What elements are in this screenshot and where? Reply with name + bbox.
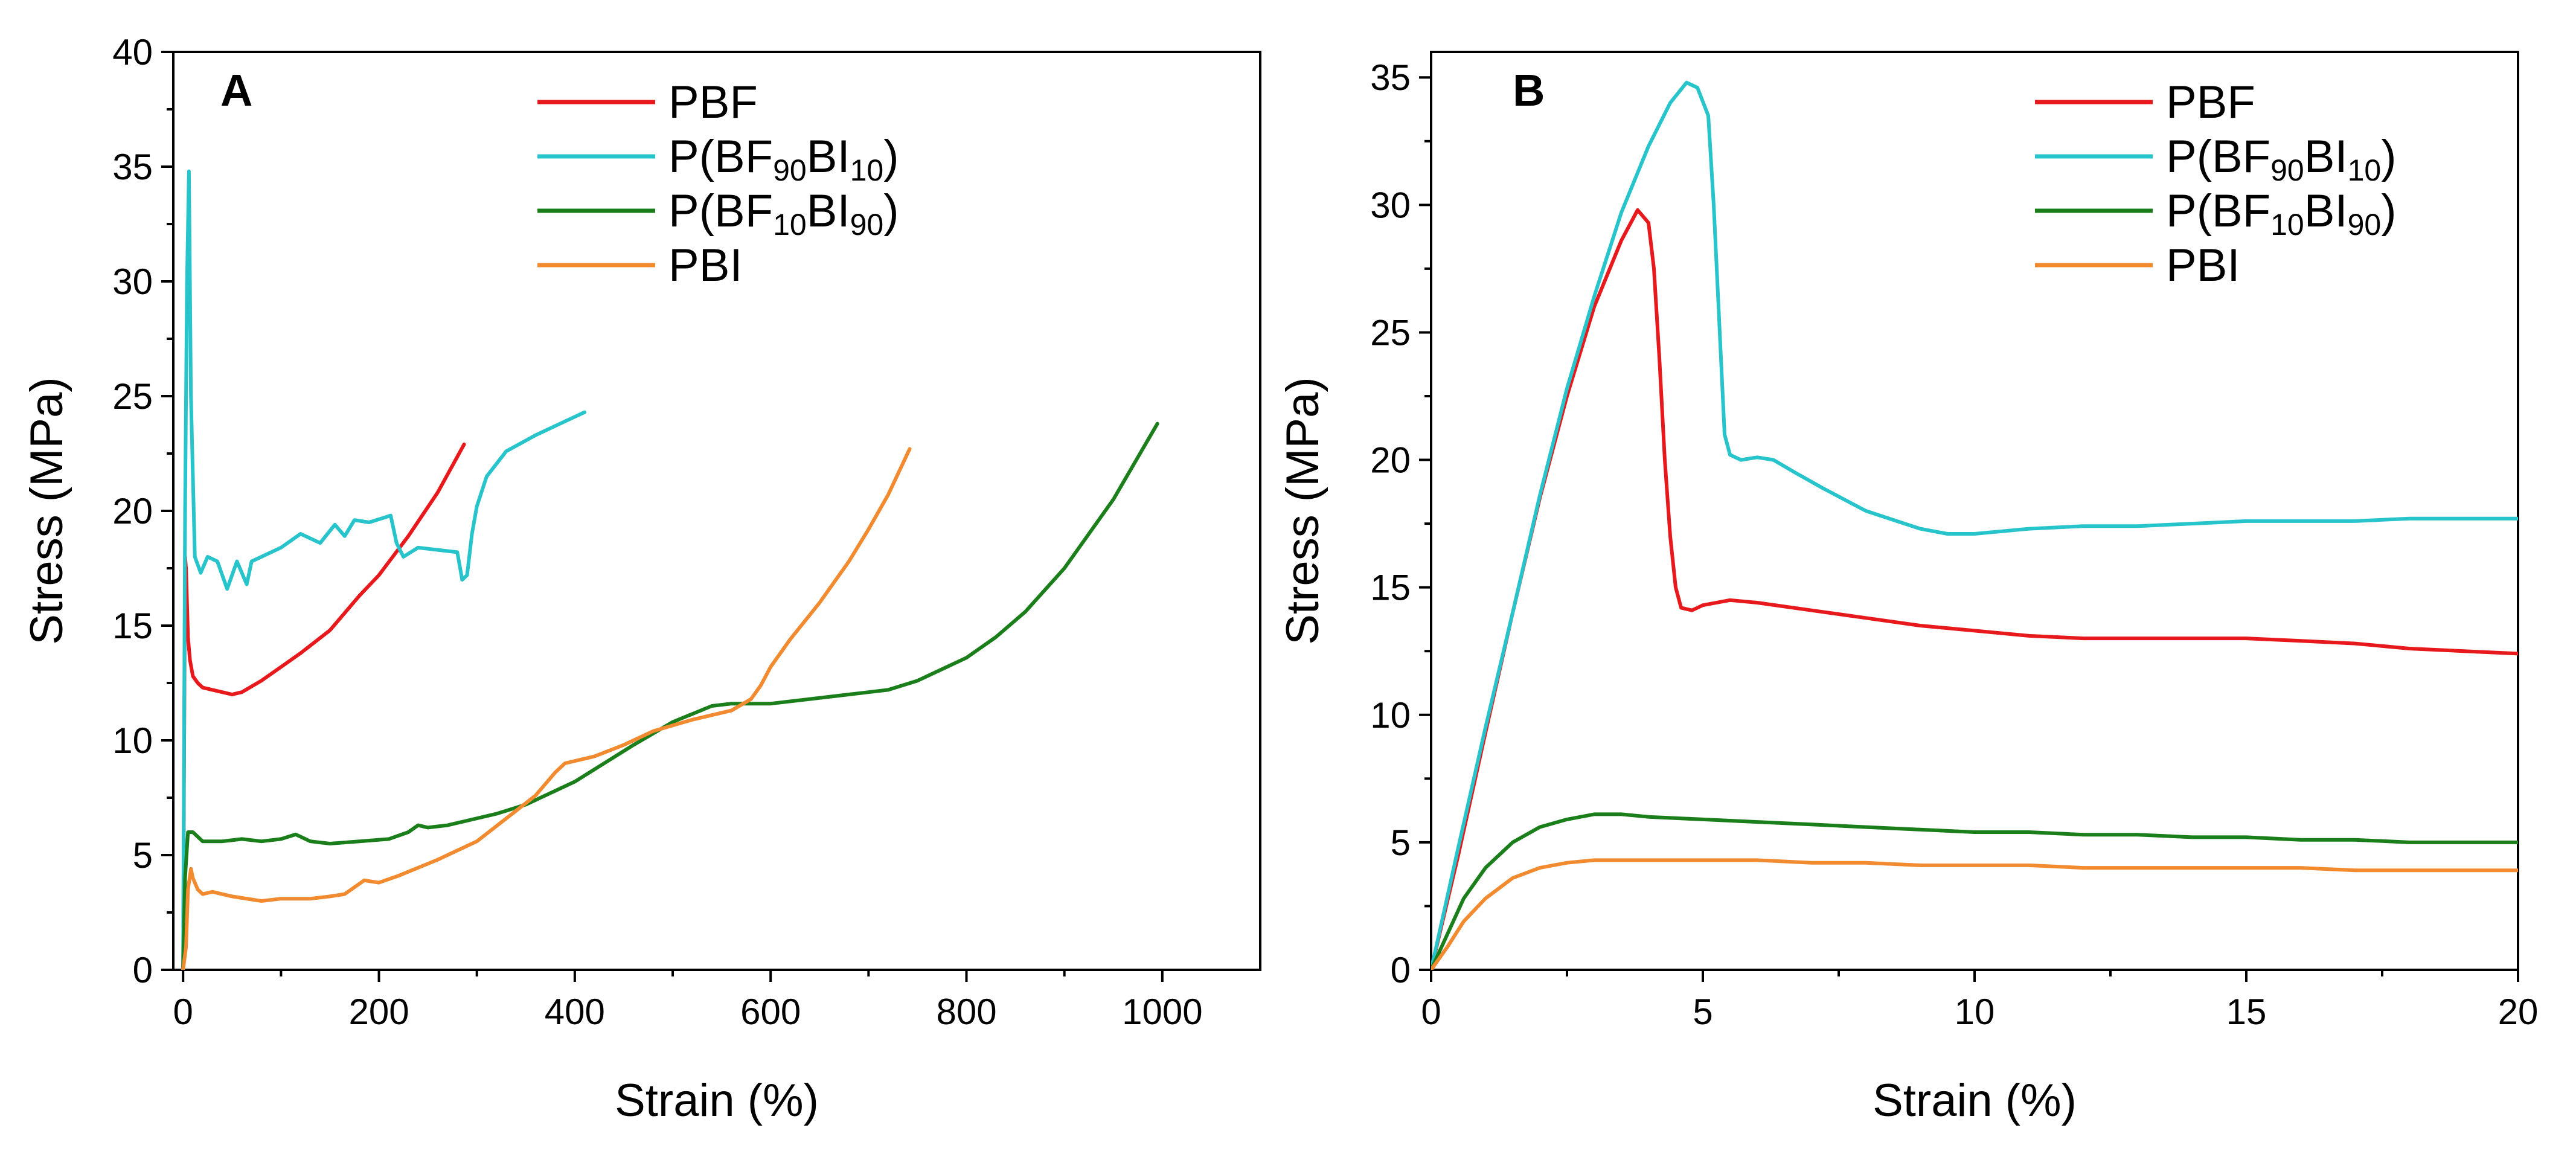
panel-a-letter: A <box>220 65 252 115</box>
panel-a-y-tick-label: 40 <box>112 32 153 72</box>
panel-a-x-axis-title: Strain (%) <box>615 1075 819 1126</box>
panel-a-y-tick-label: 10 <box>112 720 153 761</box>
panel-b-x-tick-label: 20 <box>2498 992 2539 1032</box>
panel-a-x-tick-label: 400 <box>545 992 605 1032</box>
panel-b-y-tick-label: 35 <box>1370 57 1411 98</box>
panel-b-y-tick-label: 0 <box>1391 950 1411 990</box>
panel-b-y-tick-label: 5 <box>1391 822 1411 863</box>
panel-b-y-tick-label: 30 <box>1370 185 1411 225</box>
panel-b-series-line-pbi <box>1431 858 2518 970</box>
panel-b-y-tick-label: 20 <box>1370 440 1411 481</box>
panel-a-series-line-pbf <box>181 442 466 970</box>
panel-a-x-tick-label: 200 <box>348 992 409 1032</box>
panel-a-legend-label: PBF <box>668 77 758 128</box>
panel-b-series <box>1431 80 2518 970</box>
panel-b-ticks: 0 5 10 15 20 0 5 10 15 20 25 30 35 <box>1370 57 2538 1032</box>
panel-b-x-tick-label: 5 <box>1693 992 1713 1032</box>
panel-a-y-tick-label: 35 <box>112 147 153 187</box>
panel-b-y-tick-label: 15 <box>1370 568 1411 608</box>
panel-b-series-line-p-bf10bi90 <box>1431 812 2518 970</box>
panel-b: 0 5 10 15 20 0 5 10 15 20 25 30 35 B Strain (%) Stre… <box>1277 51 2538 1126</box>
panel-b-x-tick-label: 0 <box>1421 992 1441 1032</box>
panel-a-series-line-p-bf90bi10 <box>181 169 587 970</box>
panel-a-x-tick-label: 800 <box>936 992 996 1032</box>
panel-b-y-tick-label: 10 <box>1370 695 1411 736</box>
panel-a-legend-label: P(BF10BI90) <box>668 185 899 242</box>
panel-b-legend-label: P(BF90BI10) <box>2166 131 2397 187</box>
panel-b-legend-label: P(BF10BI90) <box>2166 185 2397 242</box>
panel-a-x-tick-label: 1000 <box>1122 992 1202 1032</box>
panel-b-legend-label: PBI <box>2166 240 2240 291</box>
panel-a-y-tick-label: 30 <box>112 261 153 302</box>
panel-a-y-tick-label: 25 <box>112 376 153 417</box>
panel-b-series-line-pbf <box>1431 208 2518 970</box>
panel-a-legend-label: PBI <box>668 240 743 291</box>
panel-a-ticks: 0 200 400 600 800 1000 0 5 10 15 20 25 30 35 40 <box>112 32 1202 1032</box>
panel-a-series-line-pbi <box>181 447 912 970</box>
panel-a-x-tick-label: 600 <box>740 992 801 1032</box>
panel-a-y-tick-label: 0 <box>133 950 153 990</box>
panel-b-legend-label: PBF <box>2166 77 2255 128</box>
panel-a-y-tick-label: 20 <box>112 491 153 531</box>
panel-b-x-tick-label: 10 <box>1955 992 1995 1032</box>
panel-a-y-axis-title: Stress (MPa) <box>21 377 72 644</box>
panel-b-y-tick-label: 25 <box>1370 312 1411 353</box>
panel-a-legend-label: P(BF90BI10) <box>668 131 899 187</box>
panel-b-y-axis-title: Stress (MPa) <box>1277 377 1328 644</box>
panel-b-x-axis-title: Strain (%) <box>1873 1075 2077 1126</box>
panel-b-letter: B <box>1513 65 1545 115</box>
panel-b-series-line-p-bf90bi10 <box>1431 80 2518 970</box>
panel-a-y-tick-label: 5 <box>133 835 153 876</box>
panel-a-y-tick-label: 15 <box>112 606 153 646</box>
panel-a: 0 200 400 600 800 1000 0 5 10 15 20 25 30 35 40 A Stra… <box>21 32 1261 1126</box>
panel-a-x-tick-label: 0 <box>173 992 193 1032</box>
panel-a-series <box>181 169 1159 970</box>
panel-b-x-tick-label: 15 <box>2226 992 2267 1032</box>
